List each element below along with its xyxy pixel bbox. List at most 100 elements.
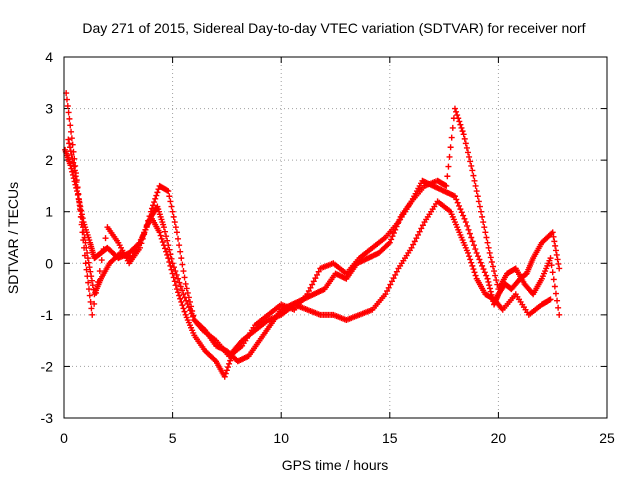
data-point bbox=[488, 258, 495, 265]
data-point bbox=[160, 224, 167, 231]
axis-ticks bbox=[63, 56, 608, 419]
data-point bbox=[93, 289, 100, 296]
data-point bbox=[459, 128, 466, 135]
data-point bbox=[70, 159, 77, 166]
data-point bbox=[183, 297, 190, 304]
data-point bbox=[390, 229, 397, 236]
y-tick-label: 3 bbox=[45, 101, 53, 117]
data-point bbox=[160, 242, 167, 249]
data-point bbox=[169, 270, 176, 277]
data-point bbox=[476, 256, 483, 263]
data-point bbox=[98, 257, 105, 264]
data-point bbox=[177, 295, 184, 302]
y-tick-label: 1 bbox=[45, 204, 53, 220]
x-tick-label: 0 bbox=[60, 430, 68, 446]
data-point bbox=[388, 236, 395, 243]
y-tick-label: 2 bbox=[45, 152, 53, 168]
data-point bbox=[491, 268, 498, 275]
data-point bbox=[483, 234, 490, 241]
data-point bbox=[172, 282, 179, 289]
data-point bbox=[74, 184, 81, 191]
data-point bbox=[171, 278, 178, 285]
data-point bbox=[81, 252, 88, 259]
data-point bbox=[479, 213, 486, 220]
data-point bbox=[460, 212, 467, 219]
data-point bbox=[555, 260, 562, 267]
data-point bbox=[556, 311, 563, 318]
data-point bbox=[100, 246, 107, 253]
data-point bbox=[385, 284, 392, 291]
data-point bbox=[304, 291, 311, 298]
data-point bbox=[464, 249, 471, 256]
data-point bbox=[470, 172, 477, 179]
y-tick-label: -2 bbox=[41, 358, 54, 374]
data-point bbox=[137, 244, 144, 251]
data-point bbox=[153, 192, 160, 199]
data-point bbox=[388, 278, 395, 285]
data-point bbox=[145, 217, 152, 224]
data-point bbox=[550, 233, 557, 240]
data-point bbox=[470, 242, 477, 249]
data-point bbox=[167, 262, 174, 269]
data-point bbox=[416, 228, 423, 235]
data-point bbox=[312, 275, 319, 282]
data-point bbox=[305, 288, 312, 295]
data-point bbox=[492, 272, 499, 279]
data-point bbox=[94, 278, 101, 285]
data-point bbox=[554, 297, 561, 304]
data-point bbox=[85, 286, 92, 293]
x-axis-label: GPS time / hours bbox=[282, 457, 389, 473]
data-point bbox=[151, 199, 158, 206]
data-point bbox=[80, 237, 87, 244]
data-point bbox=[408, 244, 415, 251]
data-point bbox=[458, 209, 465, 216]
data-point bbox=[479, 262, 486, 269]
data-point bbox=[189, 307, 196, 314]
data-point bbox=[166, 246, 173, 253]
data-point bbox=[226, 360, 233, 367]
data-point bbox=[173, 286, 180, 293]
data-point bbox=[154, 189, 161, 196]
x-tick-label: 10 bbox=[273, 430, 289, 446]
data-point bbox=[453, 108, 460, 115]
y-tick-label: -3 bbox=[41, 410, 54, 426]
data-point bbox=[454, 112, 461, 119]
data-point bbox=[549, 269, 556, 276]
x-tick-label: 25 bbox=[599, 430, 615, 446]
data-point bbox=[178, 298, 185, 305]
data-point bbox=[460, 131, 467, 138]
data-point bbox=[161, 245, 168, 252]
data-point bbox=[182, 280, 189, 287]
data-point bbox=[165, 188, 172, 195]
data-point bbox=[314, 271, 321, 278]
data-point bbox=[454, 199, 461, 206]
data-point bbox=[449, 124, 456, 131]
data-point bbox=[148, 205, 155, 212]
data-point bbox=[464, 222, 471, 229]
data-point bbox=[552, 247, 559, 254]
data-point bbox=[415, 231, 422, 238]
data-point bbox=[163, 233, 170, 240]
data-point bbox=[161, 228, 168, 235]
data-point bbox=[76, 198, 83, 205]
data-point bbox=[549, 229, 556, 236]
data-point bbox=[157, 232, 164, 239]
data-point bbox=[456, 118, 463, 125]
data-point bbox=[484, 275, 491, 282]
data-point bbox=[77, 206, 84, 213]
series-trace-c bbox=[63, 90, 563, 360]
data-point bbox=[77, 213, 84, 220]
data-point bbox=[466, 230, 473, 237]
data-point bbox=[485, 278, 492, 285]
data-point bbox=[493, 277, 500, 284]
data-point bbox=[91, 300, 98, 307]
data-points bbox=[62, 90, 563, 380]
data-point bbox=[480, 219, 487, 226]
data-point bbox=[484, 239, 491, 246]
data-point bbox=[180, 291, 187, 298]
data-point bbox=[470, 266, 477, 273]
data-point bbox=[390, 275, 397, 282]
data-point bbox=[71, 155, 78, 162]
data-point bbox=[223, 367, 230, 374]
